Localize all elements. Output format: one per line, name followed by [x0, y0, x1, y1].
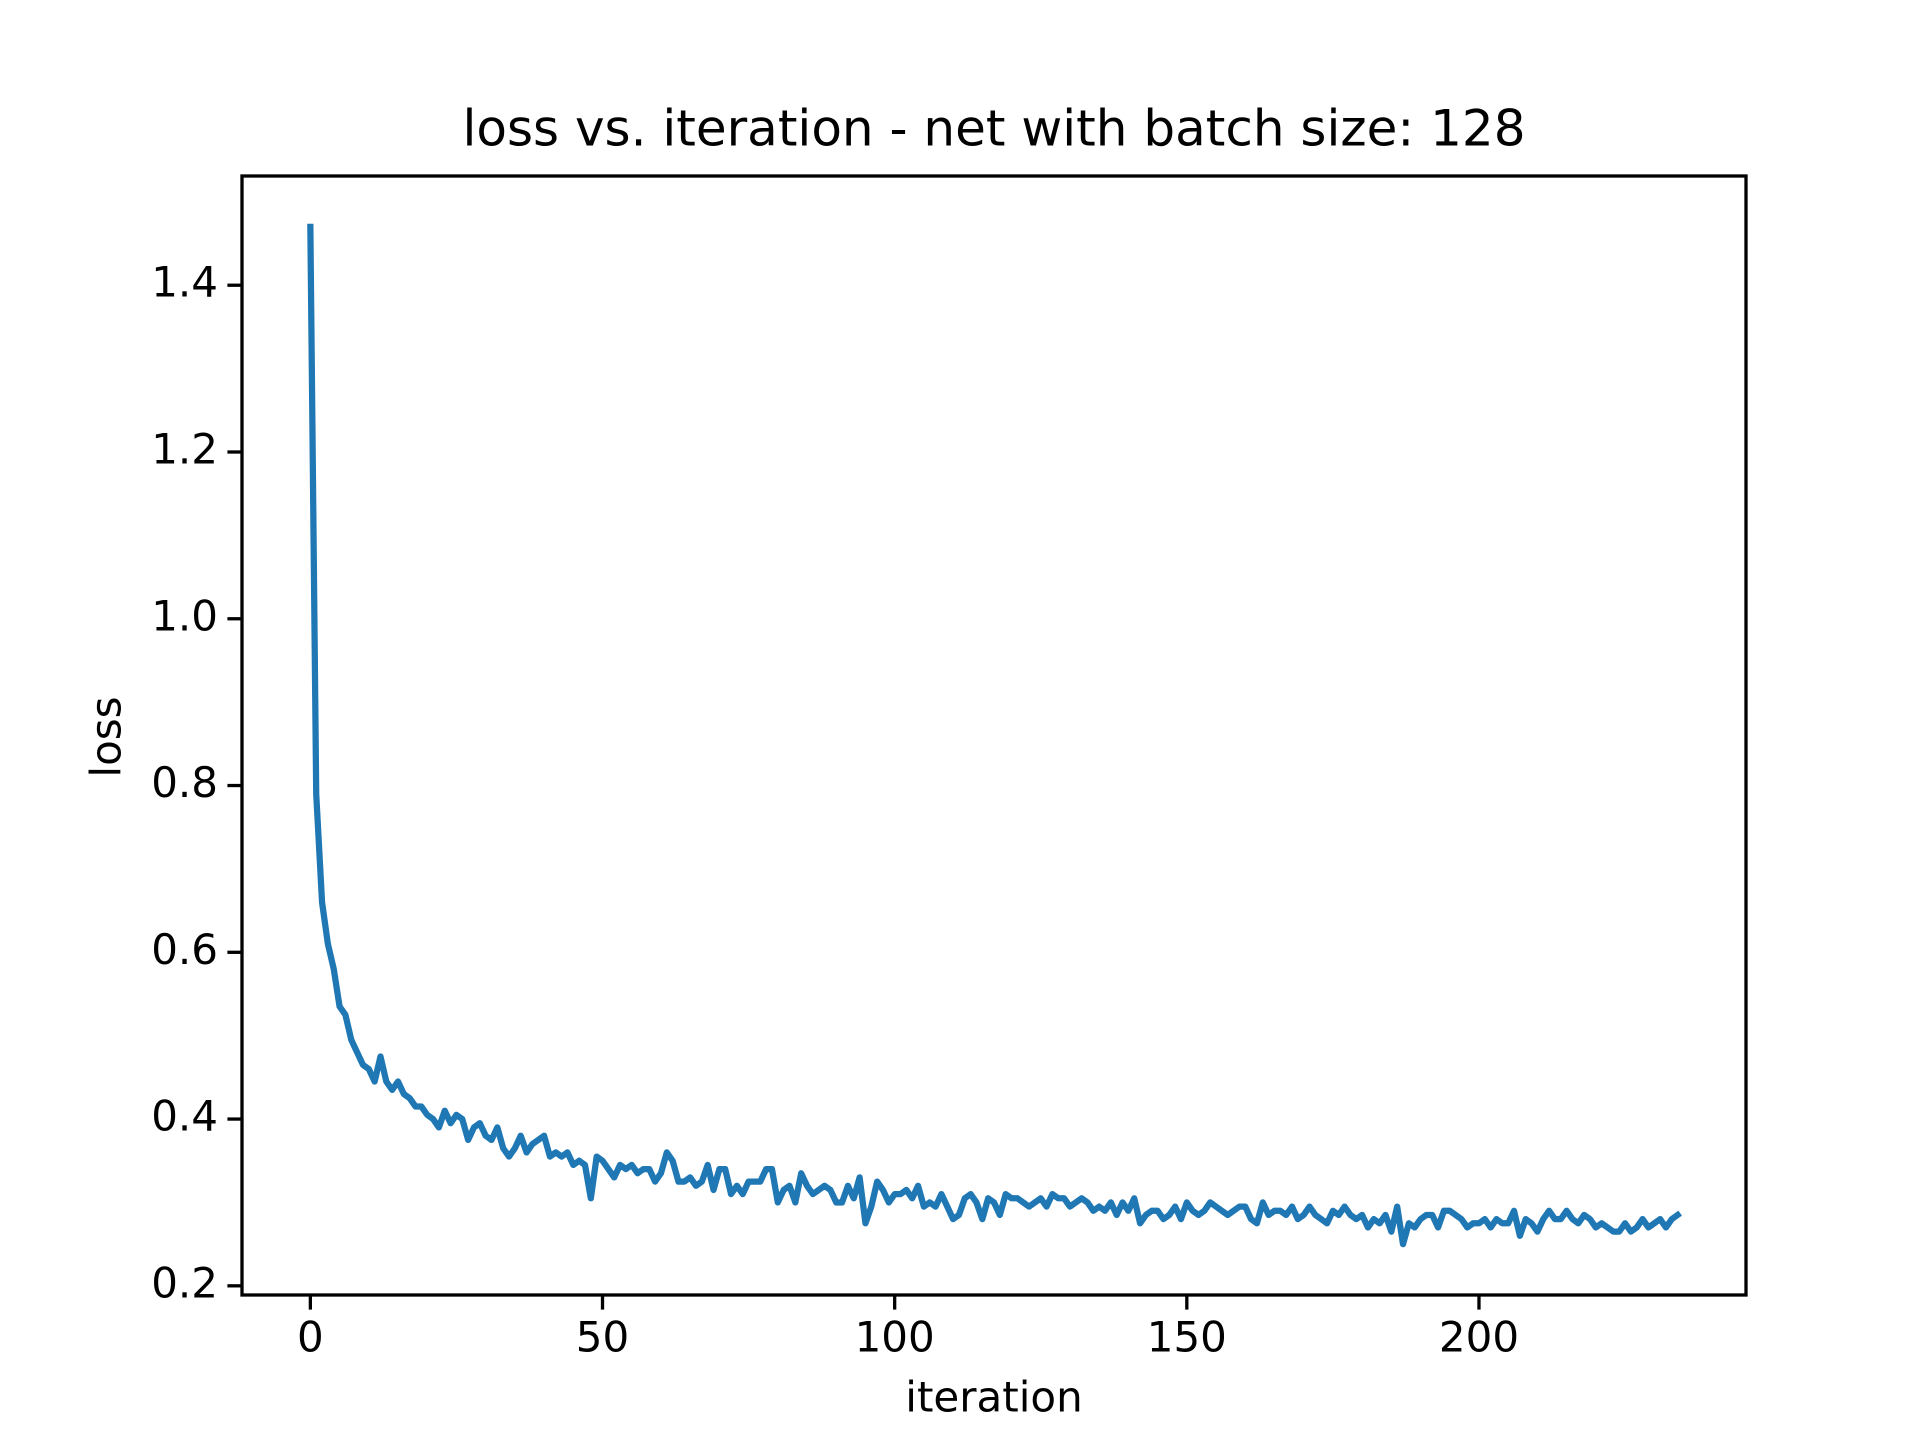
- x-tick-label: 50: [576, 1313, 629, 1362]
- y-tick-label: 0.8: [151, 758, 218, 807]
- loss-line: [307, 223, 1682, 1248]
- y-axis-label: loss: [82, 696, 131, 777]
- y-tick-label: 0.6: [151, 925, 218, 974]
- x-tick-label: 100: [855, 1313, 935, 1362]
- x-axis-label: iteration: [905, 1373, 1082, 1422]
- y-tick-label: 0.2: [151, 1258, 218, 1307]
- y-tick-label: 1.4: [151, 258, 218, 307]
- x-tick-label: 0: [297, 1313, 324, 1362]
- axes-frame: [240, 174, 1748, 1297]
- chart-title: loss vs. iteration - net with batch size…: [462, 100, 1525, 158]
- y-tick-label: 1.2: [151, 424, 218, 473]
- x-tick-label: 150: [1147, 1313, 1227, 1362]
- y-tick-label: 0.4: [151, 1092, 218, 1141]
- x-tick-label: 200: [1439, 1313, 1519, 1362]
- y-tick-label: 1.0: [151, 591, 218, 640]
